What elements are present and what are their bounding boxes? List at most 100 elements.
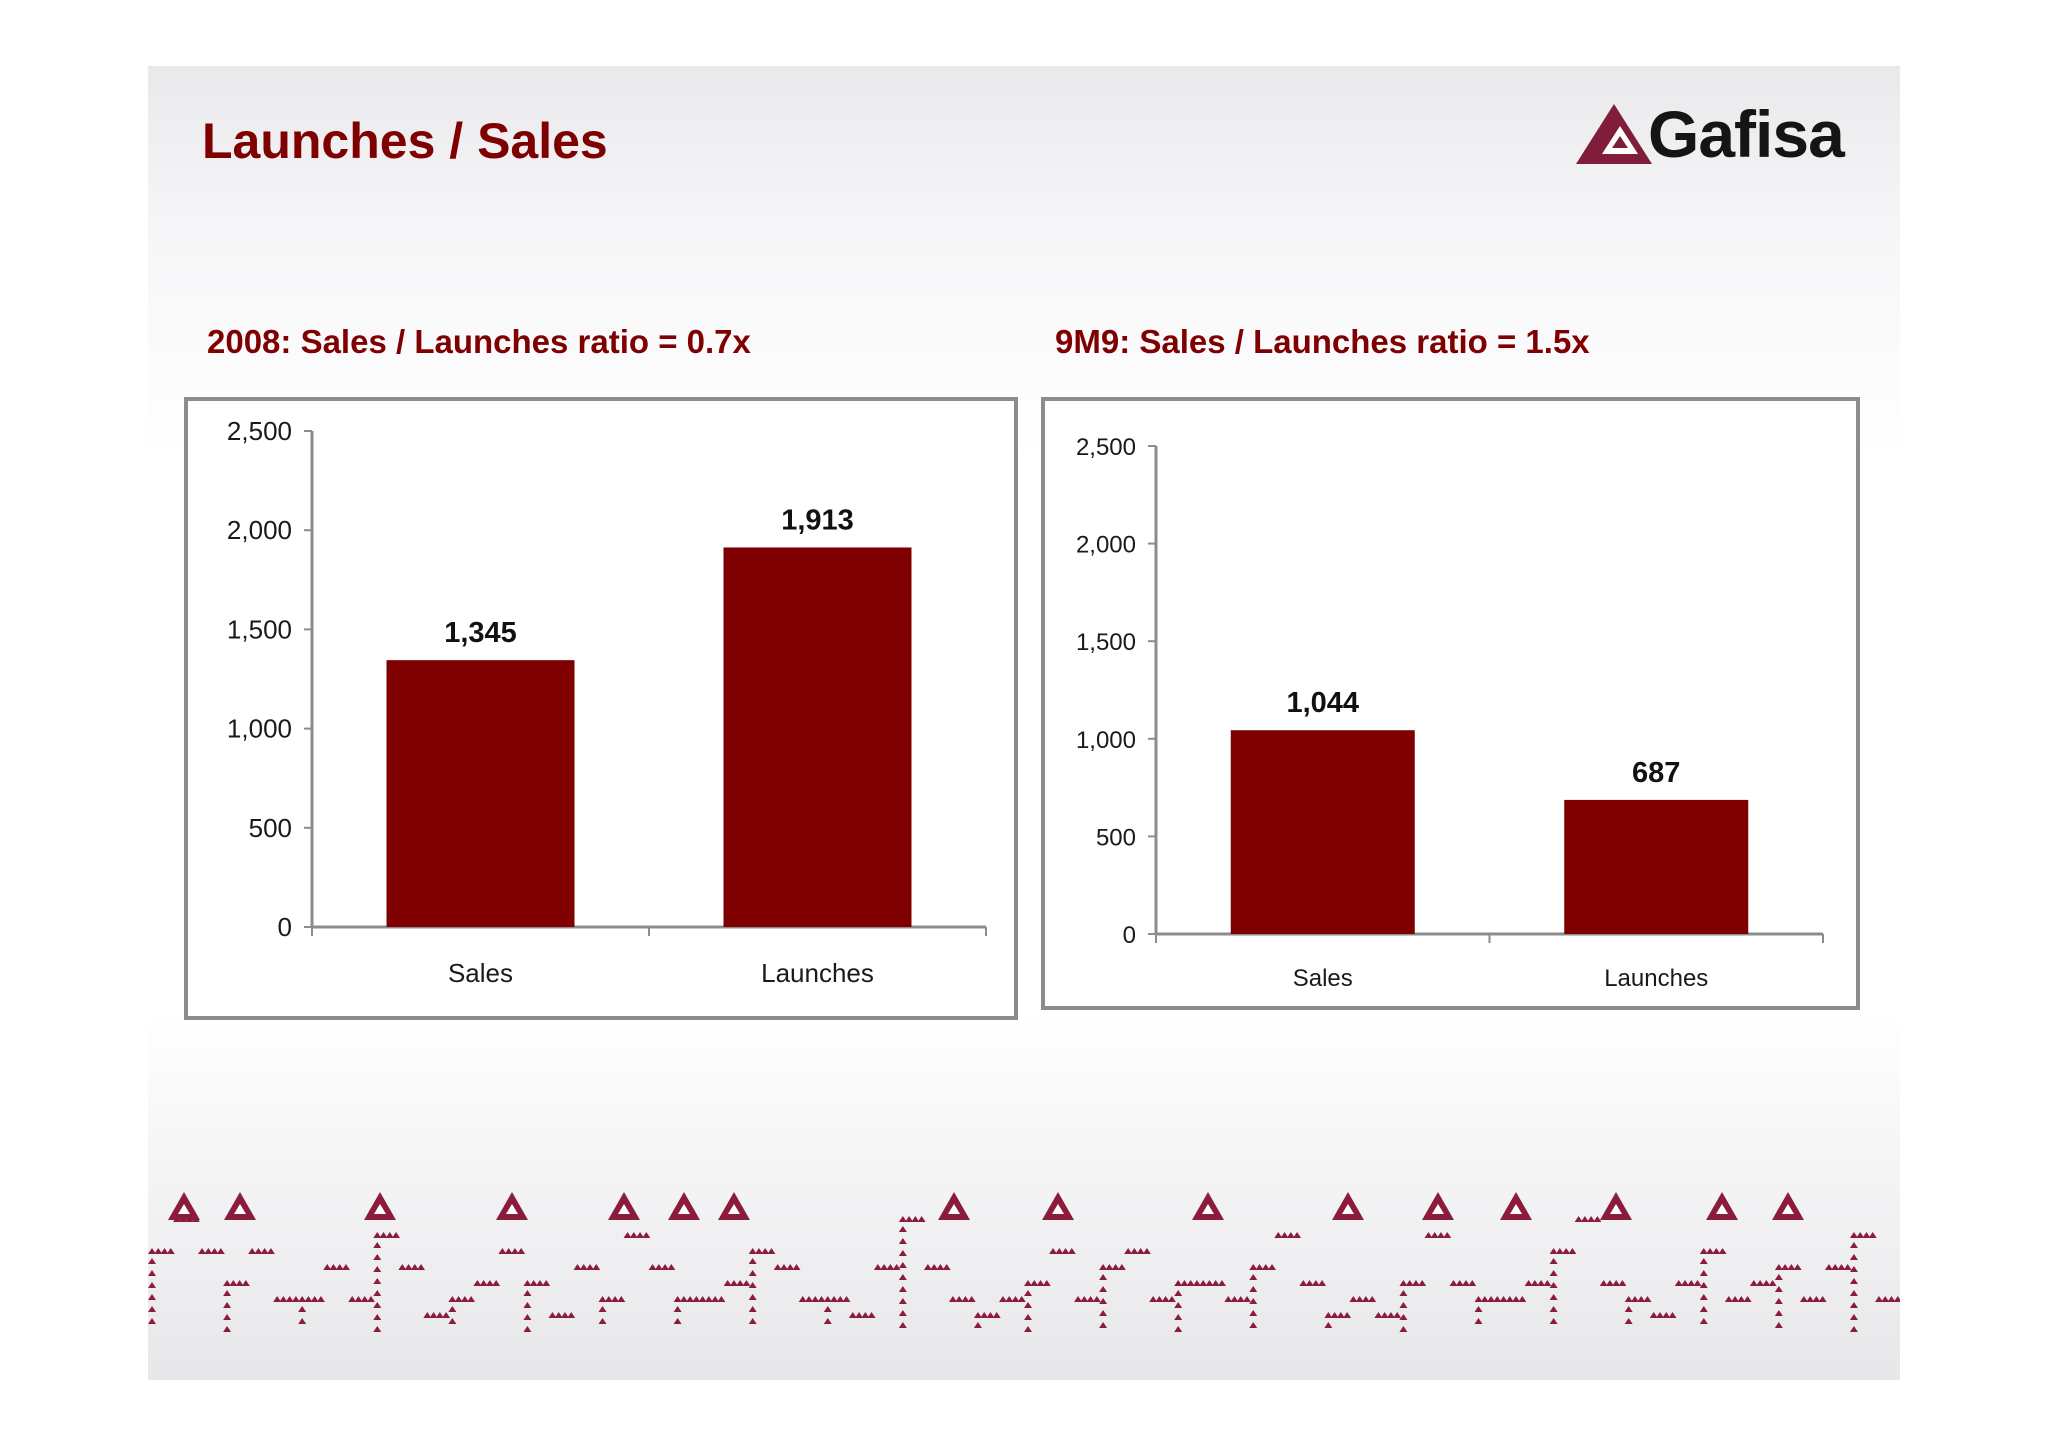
skyline-triangle — [1681, 1280, 1689, 1286]
skyline-triangle — [423, 1312, 432, 1318]
chart2-svg: 0 500 1,000 1,500 2,000 2,500 1,044 Sales 687 Lau… — [1076, 434, 1824, 992]
gafisa-logo-icon — [1576, 104, 1652, 164]
skyline-triangle — [1343, 1312, 1352, 1318]
skyline-peak-icon — [1052, 1204, 1064, 1214]
skyline-triangle — [1787, 1264, 1796, 1270]
skyline-triangle — [1318, 1280, 1327, 1286]
skyline-triangle — [1080, 1296, 1089, 1302]
skyline-triangle — [1824, 1264, 1833, 1270]
skyline-triangle — [1655, 1312, 1664, 1318]
skyline-triangle — [148, 1282, 156, 1288]
skyline-triangle — [629, 1232, 638, 1238]
skyline-triangle — [1881, 1296, 1890, 1302]
chart1-value-label: 1,345 — [444, 617, 517, 649]
skyline-triangle — [523, 1302, 532, 1308]
skyline-triangle — [1074, 1296, 1083, 1302]
skyline-triangle — [1136, 1248, 1145, 1254]
skyline-triangle — [1411, 1280, 1420, 1286]
skyline-triangle — [1011, 1296, 1020, 1302]
chart1-y-tick-label: 2,500 — [227, 416, 292, 446]
skyline-triangle — [154, 1248, 163, 1254]
skyline-triangle — [1155, 1296, 1164, 1302]
skyline-triangle — [1399, 1280, 1408, 1286]
skyline-triangle — [1793, 1264, 1802, 1270]
skyline-triangle — [1167, 1296, 1176, 1302]
skyline-triangle — [148, 1248, 156, 1254]
skyline-triangle — [1530, 1280, 1539, 1286]
skyline-triangle — [166, 1248, 175, 1254]
skyline-triangle — [1849, 1290, 1858, 1296]
skyline-triangle — [1737, 1296, 1746, 1302]
page-title: Launches / Sales — [202, 113, 608, 169]
skyline-triangle — [1712, 1248, 1721, 1254]
skyline-triangle — [604, 1296, 613, 1302]
skyline-triangle — [148, 1306, 156, 1312]
skyline-triangle — [1399, 1290, 1408, 1296]
skyline-triangle — [711, 1296, 720, 1302]
skyline-triangle — [398, 1264, 407, 1270]
skyline-triangle — [1205, 1280, 1214, 1286]
skyline-triangle — [1774, 1286, 1783, 1292]
skyline-triangle — [1324, 1322, 1333, 1328]
skyline-triangle — [1524, 1280, 1533, 1286]
skyline-triangle — [748, 1282, 757, 1288]
decorative-skyline — [148, 1192, 1900, 1332]
skyline-triangle — [1774, 1310, 1783, 1316]
skyline-triangle — [517, 1248, 526, 1254]
skyline-triangle — [1067, 1248, 1076, 1254]
skyline-triangle — [523, 1314, 532, 1320]
skyline-triangle — [373, 1232, 382, 1238]
skyline-triangle — [348, 1296, 357, 1302]
skyline-triangle — [1474, 1296, 1483, 1302]
skyline-triangle — [379, 1232, 388, 1238]
skyline-triangle — [592, 1264, 601, 1270]
skyline-triangle — [1887, 1296, 1896, 1302]
skyline-triangle — [385, 1232, 394, 1238]
skyline-triangle — [1774, 1322, 1783, 1328]
skyline-triangle — [830, 1296, 839, 1302]
skyline-triangle — [748, 1270, 757, 1276]
skyline-triangle — [1249, 1264, 1258, 1270]
skyline-triangle — [1724, 1296, 1733, 1302]
skyline-triangle — [1005, 1296, 1014, 1302]
skyline-triangle — [1549, 1248, 1558, 1254]
skyline-triangle — [948, 1296, 957, 1302]
skyline-triangle — [1818, 1296, 1827, 1302]
skyline-triangle — [898, 1274, 907, 1280]
skyline-triangle — [1849, 1314, 1858, 1320]
skyline-triangle — [1699, 1306, 1708, 1312]
skyline-peak-icon — [1610, 1204, 1622, 1214]
skyline-triangle — [1455, 1280, 1464, 1286]
skyline-triangle — [1192, 1280, 1201, 1286]
skyline-triangle — [1774, 1298, 1783, 1304]
skyline-triangle — [1174, 1326, 1183, 1332]
skyline-triangle — [291, 1296, 300, 1302]
skyline-triangle — [1774, 1264, 1783, 1270]
skyline-triangle — [1449, 1280, 1458, 1286]
chart1-value-label: 1,913 — [781, 504, 854, 536]
skyline-triangle — [198, 1248, 207, 1254]
chart2-value-label: 1,044 — [1286, 687, 1359, 719]
skyline-triangle — [392, 1232, 401, 1238]
skyline-triangle — [754, 1248, 763, 1254]
skyline-triangle — [917, 1216, 926, 1222]
skyline-triangle — [692, 1296, 701, 1302]
skyline-triangle — [1049, 1248, 1058, 1254]
skyline-triangle — [1718, 1248, 1727, 1254]
skyline-peak-icon — [1716, 1204, 1728, 1214]
skyline-triangle — [241, 1280, 250, 1286]
skyline-triangle — [1386, 1312, 1395, 1318]
skyline-triangle — [1462, 1280, 1470, 1286]
skyline-triangle — [523, 1326, 532, 1332]
skyline-triangle — [335, 1264, 344, 1270]
skyline-peak-icon — [618, 1204, 630, 1214]
chart2-y-tick-label: 500 — [1096, 824, 1136, 851]
chart2-category-label: Launches — [1604, 965, 1708, 992]
skyline-triangle — [598, 1318, 607, 1324]
skyline-triangle — [567, 1312, 576, 1318]
skyline-triangle — [1311, 1280, 1320, 1286]
skyline-triangle — [1555, 1248, 1564, 1254]
skyline-triangle — [1042, 1280, 1051, 1286]
skyline-triangle — [223, 1302, 232, 1308]
skyline-triangle — [973, 1322, 982, 1328]
